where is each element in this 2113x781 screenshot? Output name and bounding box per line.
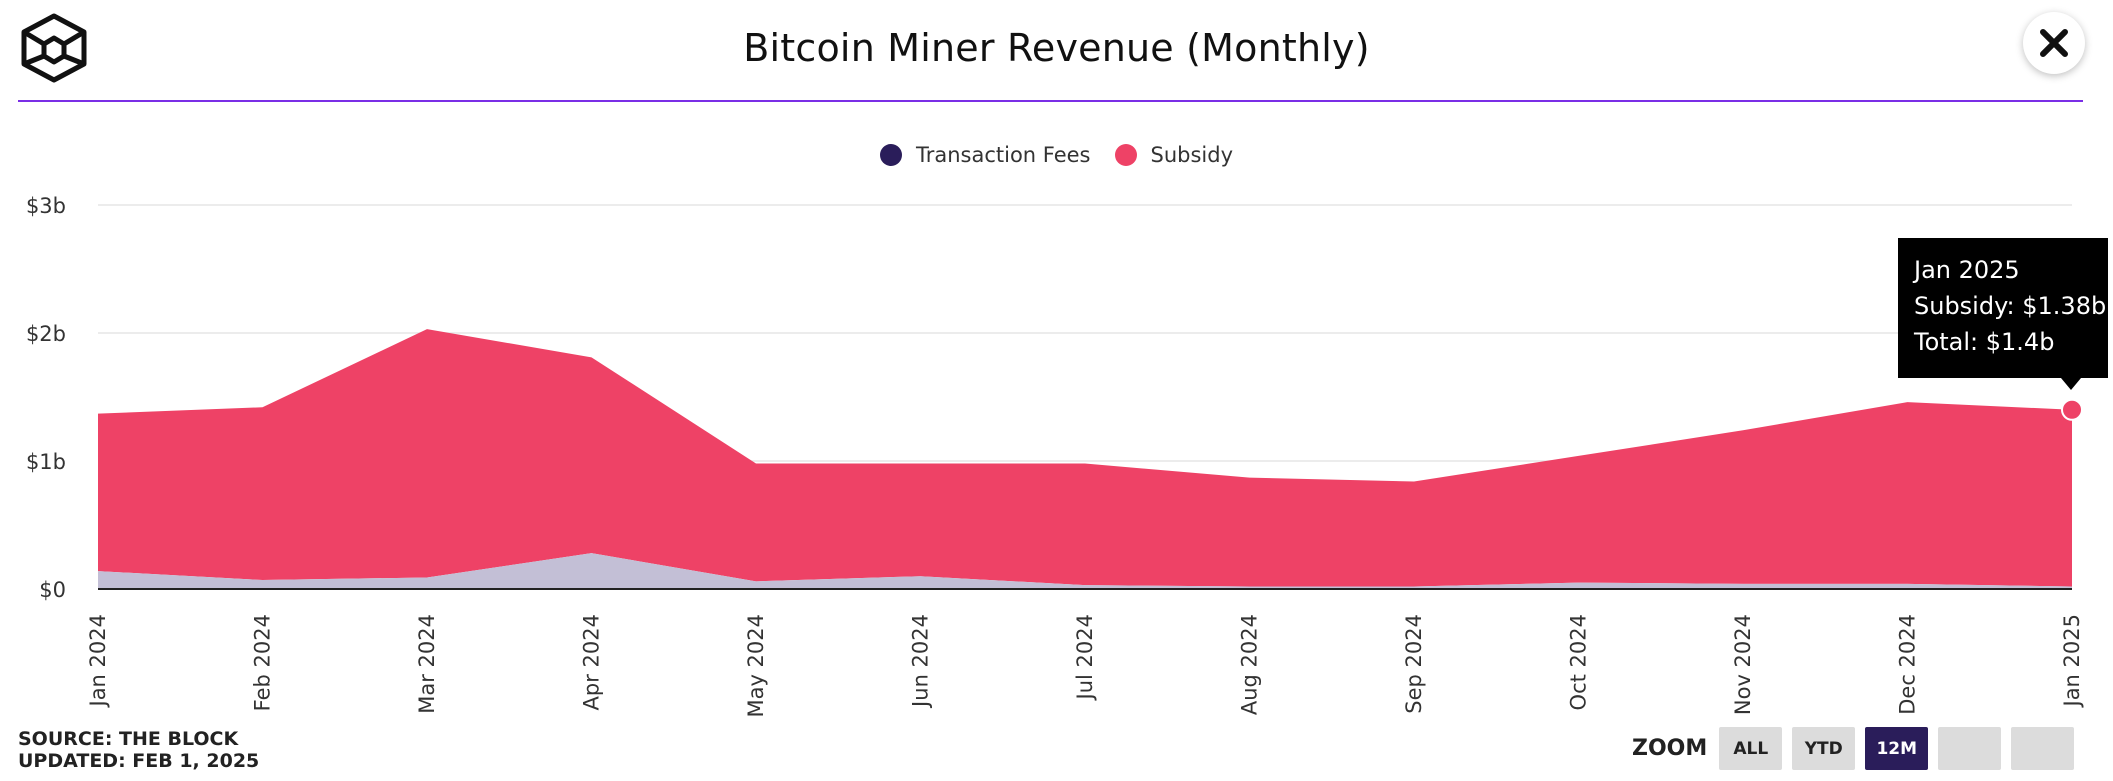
tooltip-total: Total: $1.4b [1914,328,2055,356]
source-line: SOURCE: THE BLOCK [18,728,239,750]
x-tick-label: Feb 2024 [251,614,275,711]
legend-label: Transaction Fees [915,143,1091,167]
tooltip-arrow [2061,378,2081,390]
page-title: Bitcoin Miner Revenue (Monthly) [743,26,1370,70]
tooltip-subsidy: Subsidy: $1.38b [1914,292,2107,320]
x-tick-label: Oct 2024 [1567,614,1591,710]
x-tick-label: Jan 2025 [2060,614,2084,709]
transaction-fees-area [98,553,2072,589]
x-tick-label: Jul 2024 [1073,614,1097,701]
x-tick-label: Mar 2024 [415,614,439,714]
y-tick-label: $1b [26,450,66,474]
x-tick-label: Nov 2024 [1731,614,1755,715]
zoom-ytd-button[interactable]: YTD [1792,727,1856,770]
updated-line: UPDATED: FEB 1, 2025 [18,750,260,772]
y-tick-label: $3b [26,194,66,218]
legend-dot-transaction-fees [879,144,902,166]
zoom-label: ZOOM [1632,736,1708,761]
the-block-cube-logo[interactable] [18,12,90,84]
legend-item-transaction-fees[interactable]: Transaction Fees [879,143,1091,167]
x-tick-label: Sep 2024 [1402,614,1426,714]
x-tick-label: Dec 2024 [1896,614,1920,715]
legend-dot-subsidy [1114,144,1137,166]
header-divider [18,100,2083,102]
zoom-extra-button-2[interactable] [2011,727,2075,770]
chart-tooltip: Jan 2025 Subsidy: $1.38b Total: $1.4b [1898,238,2108,378]
chart-legend: Transaction Fees Subsidy [0,143,2113,167]
tooltip-date: Jan 2025 [1914,256,2020,284]
close-button[interactable] [2023,12,2085,74]
legend-label: Subsidy [1150,143,1234,167]
zoom-controls: ZOOM ALL YTD 12M [1632,727,2075,770]
close-icon [2040,29,2068,57]
x-tick-label: Aug 2024 [1238,614,1262,715]
x-tick-label: Jan 2024 [86,614,110,709]
zoom-all-button[interactable]: ALL [1719,727,1783,770]
hover-point[interactable] [2061,398,2083,421]
zoom-12m-button[interactable]: 12M [1865,727,1929,770]
y-tick-label: $0 [39,578,66,602]
zoom-extra-button-1[interactable] [1938,727,2002,770]
legend-item-subsidy[interactable]: Subsidy [1114,143,1234,167]
x-tick-label: Apr 2024 [580,614,604,710]
y-tick-label: $2b [26,322,66,346]
source-note: SOURCE: THE BLOCK UPDATED: FEB 1, 2025 [18,728,259,772]
x-tick-label: May 2024 [744,614,768,718]
subsidy-area [98,329,2072,587]
x-tick-label: Jun 2024 [909,614,933,709]
